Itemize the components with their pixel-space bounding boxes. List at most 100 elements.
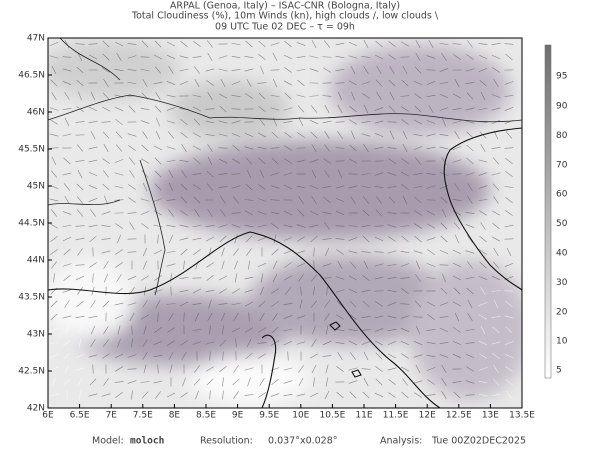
wind-barb <box>205 225 215 227</box>
wind-barb <box>375 378 383 386</box>
wind-barb <box>62 68 72 72</box>
wind-barb <box>309 68 319 72</box>
wind-barb <box>270 95 280 97</box>
wind-barb <box>452 275 462 281</box>
wind-barb <box>50 249 58 255</box>
wind-barb <box>348 380 358 384</box>
wind-barb <box>142 300 148 308</box>
cloud <box>48 40 180 100</box>
wind-barb <box>143 325 147 335</box>
wind-barb <box>309 353 319 359</box>
wind-barb <box>207 144 213 152</box>
lon-label: 10E <box>292 411 309 421</box>
wind-barb <box>348 288 358 294</box>
wind-barb <box>309 119 319 125</box>
wind-barb <box>348 158 358 164</box>
wind-barb <box>218 55 228 59</box>
wind-barb <box>466 157 474 165</box>
wind-barb <box>324 170 330 178</box>
wind-barb <box>89 235 97 243</box>
wind-barb <box>309 392 319 398</box>
wind-barb <box>465 81 475 85</box>
wind-barb <box>491 316 501 318</box>
wind-barb <box>480 222 486 230</box>
wind-barb <box>322 211 332 215</box>
wind-barb <box>179 80 189 86</box>
wind-barb <box>49 342 59 344</box>
wind-barb <box>415 39 421 49</box>
wind-barb <box>49 198 59 202</box>
wind-barb <box>439 316 449 318</box>
wind-barb <box>478 367 488 371</box>
islands <box>329 321 362 378</box>
wind-barb <box>374 315 384 319</box>
wind-barb <box>504 341 514 345</box>
wind-barb <box>454 234 460 244</box>
wind-barb <box>442 117 446 127</box>
wind-barb <box>335 314 345 320</box>
wind-barb <box>192 173 202 175</box>
wind-barb <box>128 105 136 113</box>
wind-barb <box>361 81 371 85</box>
wind-barb <box>102 158 110 164</box>
wind-barb <box>492 326 500 334</box>
wind-barb <box>492 183 500 191</box>
wind-barb <box>401 288 409 294</box>
wind-barb <box>400 366 410 372</box>
wind-barb <box>53 273 55 283</box>
wind-barb <box>179 224 189 228</box>
wind-barb <box>349 261 357 269</box>
wind-barb <box>218 158 228 164</box>
wind-barb <box>49 327 59 333</box>
wind-barb <box>388 41 396 47</box>
wind-barb <box>296 262 306 268</box>
wind-barb <box>454 78 460 88</box>
wind-barb <box>426 81 436 85</box>
wind-barb <box>180 196 188 204</box>
wind-barb <box>206 275 214 281</box>
wind-barb <box>207 92 213 100</box>
wind-barb <box>192 145 202 151</box>
wind-barb <box>101 211 111 215</box>
wind-barb <box>166 94 176 98</box>
wind-barb <box>142 78 148 88</box>
wind-barb <box>336 300 344 308</box>
wind-barb <box>142 339 148 347</box>
lat-label: 44N <box>27 256 45 266</box>
lon-label: 6.5E <box>70 411 90 421</box>
wind-barb <box>426 341 436 345</box>
wind-barb <box>231 94 241 98</box>
wind-barb <box>466 144 474 152</box>
wind-barb <box>219 339 227 347</box>
wind-barb <box>258 53 266 61</box>
wind-barb <box>335 55 345 59</box>
wind-barb <box>103 261 109 269</box>
wind-barb <box>88 120 98 124</box>
wind-barb <box>439 327 449 333</box>
wind-barb <box>337 91 343 101</box>
wind-barb <box>205 108 215 110</box>
wind-barb <box>374 186 384 188</box>
wind-barb <box>155 299 161 309</box>
wind-barb <box>478 276 488 280</box>
wind-barb <box>376 92 382 100</box>
wind-barb <box>244 224 254 228</box>
cloud <box>250 255 450 345</box>
wind-barb <box>322 263 332 267</box>
wind-barb <box>205 289 215 293</box>
wind-barb <box>375 352 383 360</box>
wind-barb <box>387 186 397 188</box>
wind-barb <box>179 301 189 307</box>
footer-label: Model: <box>92 436 124 447</box>
border <box>48 94 522 123</box>
wind-barb <box>350 65 356 75</box>
wind-barb <box>479 235 487 243</box>
wind-barb <box>166 263 176 267</box>
wind-barb <box>192 224 202 228</box>
wind-barb <box>335 185 345 189</box>
wind-barb <box>75 160 85 162</box>
wind-barb <box>374 340 384 346</box>
wind-barb <box>335 328 345 332</box>
wind-barb <box>284 40 292 48</box>
wind-barb <box>284 67 292 73</box>
